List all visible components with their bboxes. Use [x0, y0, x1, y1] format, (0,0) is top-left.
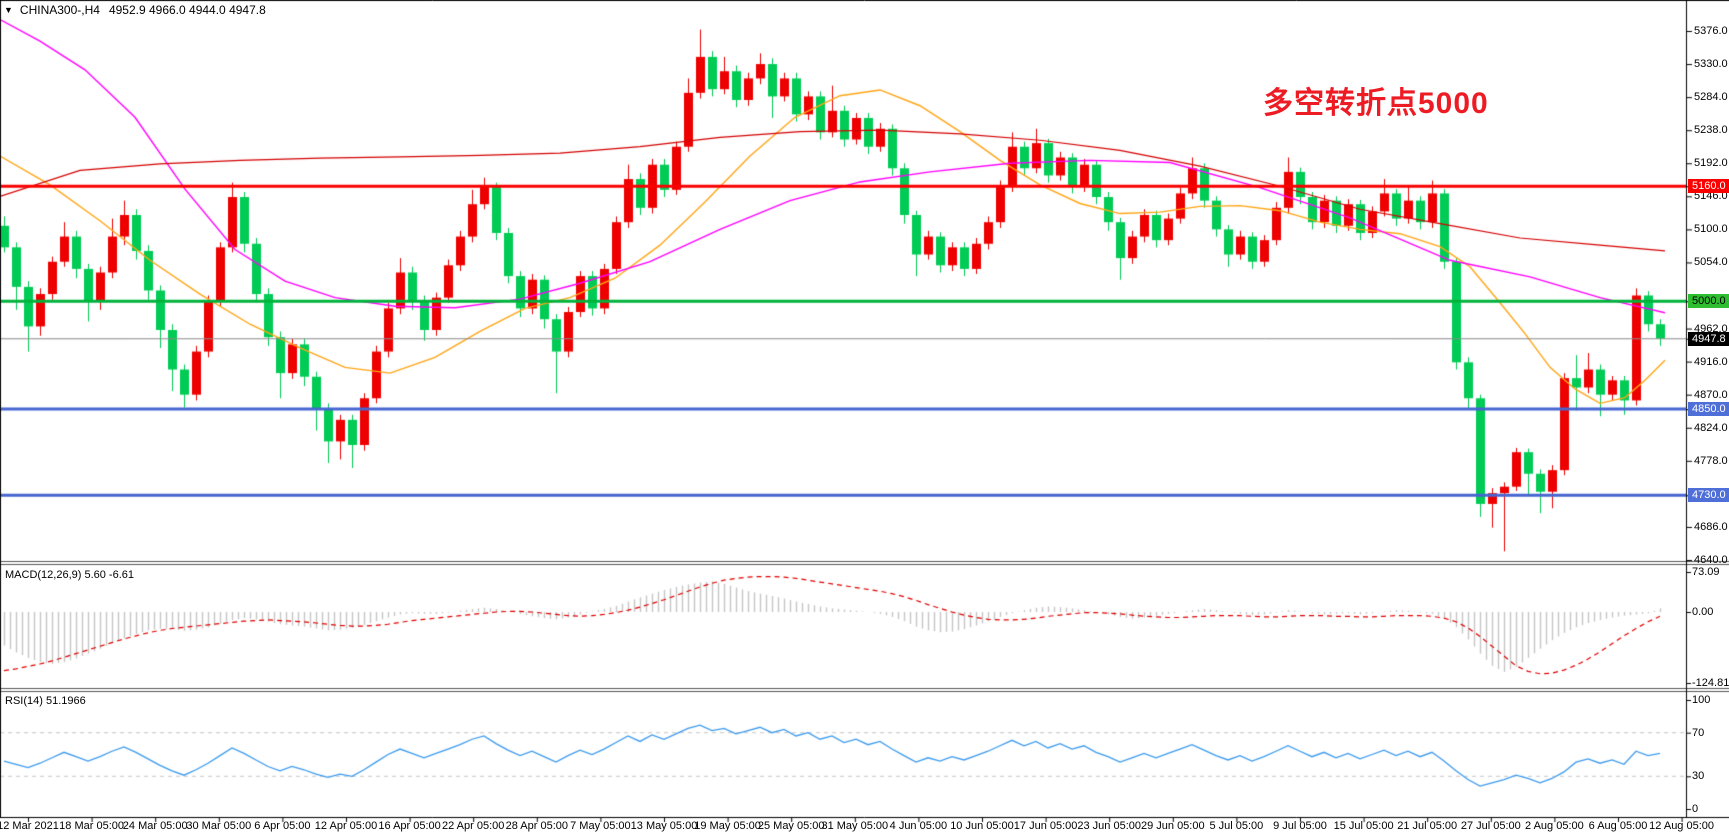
price-level-badge: 5160.0 — [1688, 179, 1729, 194]
price-level-badge: 5000.0 — [1688, 294, 1729, 309]
price-tick-label: 5284.0 — [1694, 91, 1728, 104]
time-axis-label: 15 Jul 05:00 — [1333, 820, 1394, 832]
symbol-timeframe-label: CHINA300-,H4 — [19, 3, 100, 17]
price-tick-label: 4824.0 — [1694, 421, 1728, 434]
rsi-axis-label: 0 — [1692, 803, 1699, 815]
time-axis-label: 29 Jun 05:00 — [1140, 820, 1205, 832]
price-tick-label: 4870.0 — [1694, 388, 1728, 401]
price-tick-label: 4686.0 — [1694, 520, 1728, 533]
price-tick-label: 4778.0 — [1694, 454, 1728, 467]
time-axis-label: 21 Jul 05:00 — [1397, 820, 1458, 832]
time-axis-label: 24 Mar 05:00 — [122, 820, 188, 832]
time-axis-label: 22 Apr 05:00 — [441, 820, 505, 832]
time-axis-label: 28 Apr 05:00 — [505, 820, 568, 832]
time-axis-label: 5 Jul 05:00 — [1209, 820, 1264, 832]
price-tick-label: 5100.0 — [1694, 223, 1728, 236]
chart-header: ▼ CHINA300-,H4 4952.9 4966.0 4944.0 4947.8 — [4, 3, 266, 17]
time-axis-label: 12 Apr 05:00 — [314, 820, 378, 832]
time-axis-label: 30 Mar 05:00 — [186, 820, 252, 832]
time-axis-label: 12 Mar 2021 — [0, 820, 59, 832]
time-axis-label: 13 May 05:00 — [630, 820, 698, 832]
rsi-axis-label: 100 — [1692, 694, 1711, 706]
symbol-dropdown-icon[interactable]: ▼ — [4, 5, 13, 15]
time-axis-label: 6 Aug 05:00 — [1588, 820, 1648, 832]
time-axis-label: 17 Jun 05:00 — [1013, 820, 1078, 832]
price-tick-label: 5238.0 — [1694, 124, 1728, 137]
time-axis-label: 18 Mar 05:00 — [59, 820, 125, 832]
time-axis-label: 6 Apr 05:00 — [254, 820, 311, 832]
time-axis-label: 25 May 05:00 — [757, 820, 825, 832]
rsi-axis-label: 70 — [1692, 726, 1705, 739]
rsi-axis-label: 30 — [1692, 770, 1705, 783]
time-axis-label: 10 Jun 05:00 — [950, 820, 1014, 832]
macd-axis-label: 0.00 — [1692, 606, 1714, 618]
price-level-badge: 4947.8 — [1688, 331, 1729, 346]
time-axis-label: 27 Jul 05:00 — [1460, 820, 1521, 832]
price-tick-label: 4640.0 — [1694, 554, 1728, 566]
rsi-indicator-label: RSI(14) 51.1966 — [5, 695, 86, 707]
price-tick-label: 5146.0 — [1694, 190, 1728, 203]
price-tick-label: 5376.0 — [1694, 25, 1728, 37]
time-axis-label: 31 May 05:00 — [821, 820, 889, 832]
price-tick-label: 4916.0 — [1694, 355, 1728, 368]
price-tick-label: 5054.0 — [1694, 256, 1728, 269]
price-annotation-text: 多空转折点5000 — [1263, 87, 1489, 120]
price-tick-label: 5330.0 — [1694, 58, 1728, 71]
ohlc-values: 4952.9 4966.0 4944.0 4947.8 — [108, 3, 266, 17]
price-level-badge: 4850.0 — [1688, 402, 1729, 417]
time-axis-label: 16 Apr 05:00 — [378, 820, 441, 832]
macd-indicator-label: MACD(12,26,9) 5.60 -6.61 — [5, 569, 135, 581]
macd-axis-label: 73.09 — [1692, 566, 1720, 578]
price-tick-label: 4962.0 — [1694, 322, 1728, 335]
price-tick-label: 5192.0 — [1694, 157, 1728, 170]
time-axis-label: 7 May 05:00 — [570, 820, 631, 832]
time-axis-label: 19 May 05:00 — [694, 820, 761, 832]
price-level-badge: 4730.0 — [1688, 488, 1729, 503]
time-axis-label: 23 Jun 05:00 — [1077, 820, 1141, 832]
time-axis-label: 9 Jul 05:00 — [1273, 820, 1327, 832]
time-axis-label: 2 Aug 05:00 — [1525, 820, 1584, 832]
time-axis-label: 12 Aug 05:00 — [1649, 820, 1715, 832]
time-axis-label: 4 Jun 05:00 — [889, 820, 948, 832]
macd-axis-label: -124.81 — [1692, 677, 1729, 689]
